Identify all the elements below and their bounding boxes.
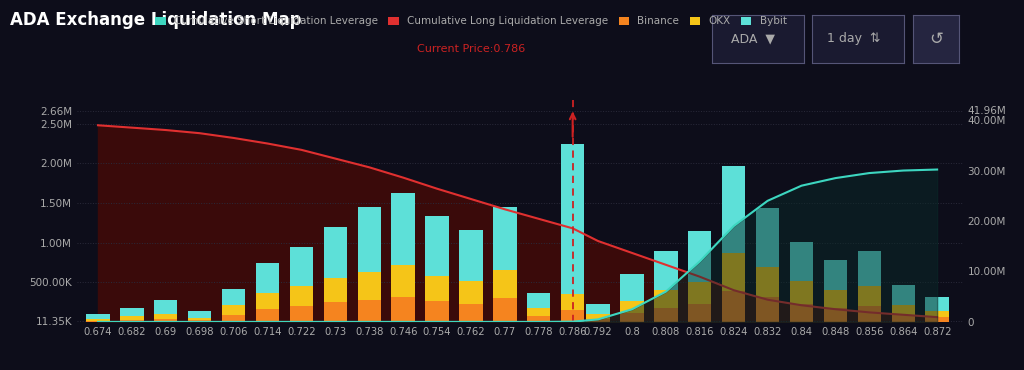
Bar xyxy=(120,316,143,320)
Text: ADA Exchange Liquidation Map: ADA Exchange Liquidation Map xyxy=(10,11,302,29)
Bar xyxy=(391,265,415,296)
Bar xyxy=(722,253,745,291)
Bar xyxy=(561,294,585,310)
Bar xyxy=(654,307,678,322)
Text: ↺: ↺ xyxy=(930,30,943,48)
Bar xyxy=(823,307,847,322)
Bar xyxy=(926,311,949,317)
Bar xyxy=(722,291,745,322)
Bar xyxy=(688,305,712,322)
Bar xyxy=(823,290,847,307)
Bar xyxy=(494,270,516,298)
Bar xyxy=(425,276,449,301)
Bar xyxy=(188,311,211,317)
Bar xyxy=(790,282,813,304)
Bar xyxy=(688,282,712,305)
Bar xyxy=(290,306,313,322)
Bar xyxy=(892,285,914,305)
Bar xyxy=(722,166,745,253)
Bar xyxy=(290,246,313,286)
Bar xyxy=(155,314,177,319)
Bar xyxy=(561,310,585,322)
Bar xyxy=(858,306,881,322)
Bar xyxy=(621,301,644,313)
Bar xyxy=(494,298,516,322)
Bar xyxy=(256,263,280,293)
Bar xyxy=(621,273,644,301)
Bar xyxy=(527,309,551,316)
Bar xyxy=(290,286,313,306)
Bar xyxy=(120,309,143,316)
Bar xyxy=(222,315,246,322)
Bar xyxy=(155,300,177,314)
Bar xyxy=(256,309,280,322)
Bar xyxy=(926,296,949,311)
Bar xyxy=(494,207,516,270)
Bar xyxy=(357,300,381,322)
Text: ADA  ▼: ADA ▼ xyxy=(731,32,775,46)
Bar xyxy=(561,144,585,294)
Bar xyxy=(460,230,482,282)
Legend: Cumulative Short Liquidation Leverage, Cumulative Long Liquidation Leverage, Bin: Cumulative Short Liquidation Leverage, C… xyxy=(156,16,786,26)
Bar xyxy=(527,316,551,322)
Bar xyxy=(357,272,381,300)
Bar xyxy=(654,290,678,307)
Bar xyxy=(460,282,482,304)
Bar xyxy=(926,317,949,322)
Bar xyxy=(86,321,110,322)
Bar xyxy=(688,231,712,282)
Bar xyxy=(756,267,779,297)
Bar xyxy=(188,320,211,322)
Bar xyxy=(587,319,609,322)
Text: 1 day  ⇅: 1 day ⇅ xyxy=(826,32,881,46)
Bar xyxy=(425,301,449,322)
Bar xyxy=(391,194,415,265)
Bar xyxy=(756,208,779,267)
Bar xyxy=(587,305,609,314)
Bar xyxy=(621,313,644,322)
Bar xyxy=(790,304,813,322)
Bar xyxy=(654,250,678,290)
Bar xyxy=(256,293,280,309)
Bar xyxy=(324,278,347,302)
Bar xyxy=(86,319,110,321)
Bar xyxy=(756,297,779,322)
Text: Current Price:0.786: Current Price:0.786 xyxy=(417,44,525,54)
Bar xyxy=(222,305,246,315)
Bar xyxy=(222,289,246,305)
Bar xyxy=(155,319,177,322)
Bar xyxy=(120,320,143,322)
Bar xyxy=(892,315,914,322)
Bar xyxy=(324,227,347,278)
Bar xyxy=(86,314,110,319)
Bar xyxy=(391,296,415,322)
Bar xyxy=(587,314,609,319)
Bar xyxy=(858,250,881,286)
Bar xyxy=(892,305,914,315)
Bar xyxy=(823,260,847,290)
Bar xyxy=(527,293,551,309)
Bar xyxy=(858,286,881,306)
Bar xyxy=(324,302,347,322)
Bar xyxy=(425,216,449,276)
Bar xyxy=(357,207,381,272)
Bar xyxy=(188,317,211,320)
Bar xyxy=(460,304,482,322)
Bar xyxy=(790,242,813,282)
